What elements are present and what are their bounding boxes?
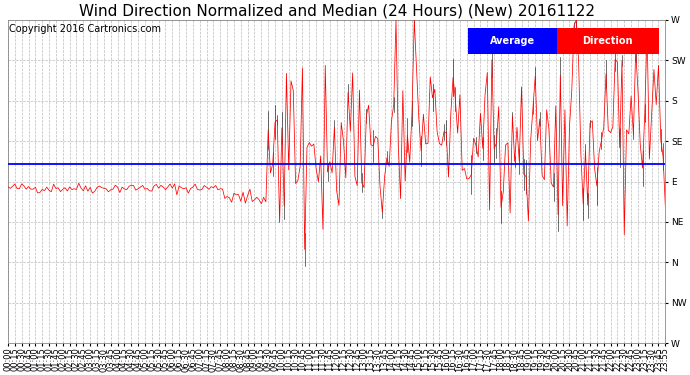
- Bar: [557, 28, 659, 54]
- Text: Copyright 2016 Cartronics.com: Copyright 2016 Cartronics.com: [9, 24, 161, 34]
- Bar: [468, 28, 557, 54]
- Text: Average: Average: [490, 36, 535, 46]
- Text: Direction: Direction: [582, 36, 633, 46]
- Title: Wind Direction Normalized and Median (24 Hours) (New) 20161122: Wind Direction Normalized and Median (24…: [79, 3, 595, 18]
